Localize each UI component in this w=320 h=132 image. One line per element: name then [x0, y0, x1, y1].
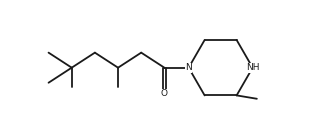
- Text: O: O: [161, 89, 168, 98]
- Text: NH: NH: [246, 63, 260, 72]
- Text: N: N: [185, 63, 192, 72]
